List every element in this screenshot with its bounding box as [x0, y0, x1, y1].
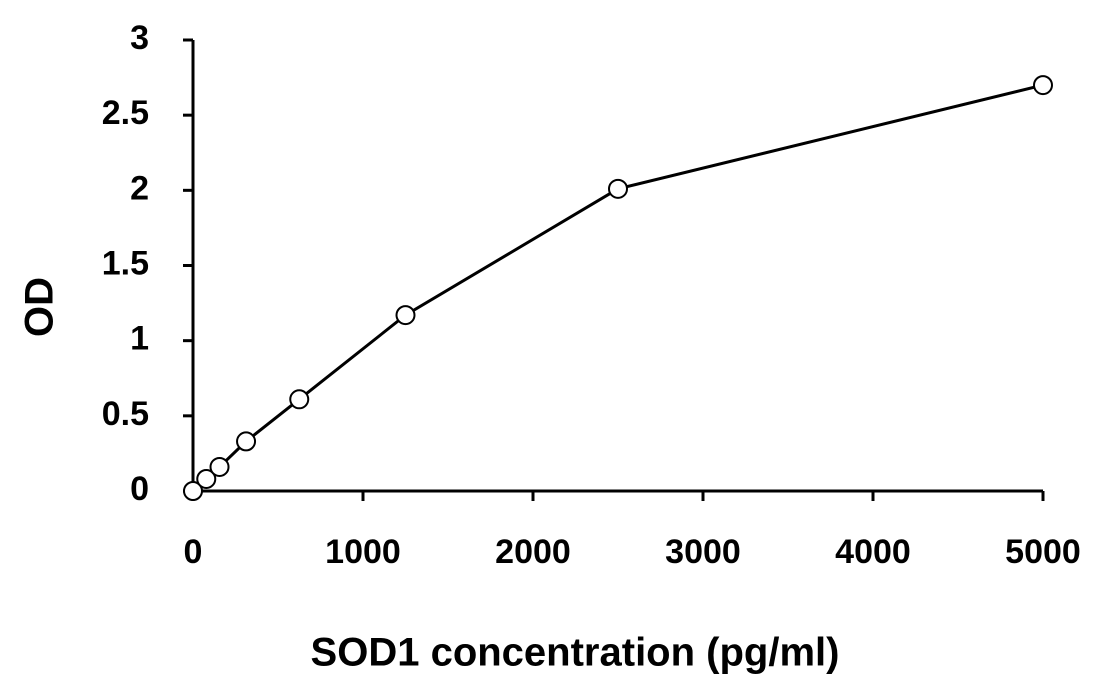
x-tick-label: 0 — [184, 533, 203, 571]
y-tick-label: 1.5 — [102, 244, 149, 282]
marker — [1033, 75, 1053, 96]
x-tick-label: 4000 — [835, 533, 911, 571]
marker — [236, 431, 257, 452]
line — [191, 83, 1044, 493]
y-tick-label: 1 — [130, 320, 149, 358]
x-axis-title: SOD1 concentration (pg/ml) — [311, 631, 840, 675]
y-tick-label: 2 — [130, 169, 149, 207]
marker — [395, 305, 416, 326]
marker — [608, 178, 628, 199]
y-tick-label: 3 — [130, 19, 149, 57]
x-tick-label: 3000 — [665, 533, 741, 571]
y-tick-label: 0 — [130, 470, 149, 508]
x-tick-label: 1000 — [325, 533, 401, 571]
marker — [289, 389, 310, 410]
y-axis-title: OD — [18, 277, 62, 337]
y-tick-label: 0.5 — [102, 395, 149, 433]
marker — [183, 481, 203, 501]
y-tick-label: 2.5 — [102, 94, 149, 132]
x-tick-label: 2000 — [495, 533, 571, 571]
x-tick-label: 5000 — [1005, 533, 1081, 571]
marker — [196, 468, 217, 489]
marker — [209, 456, 230, 477]
